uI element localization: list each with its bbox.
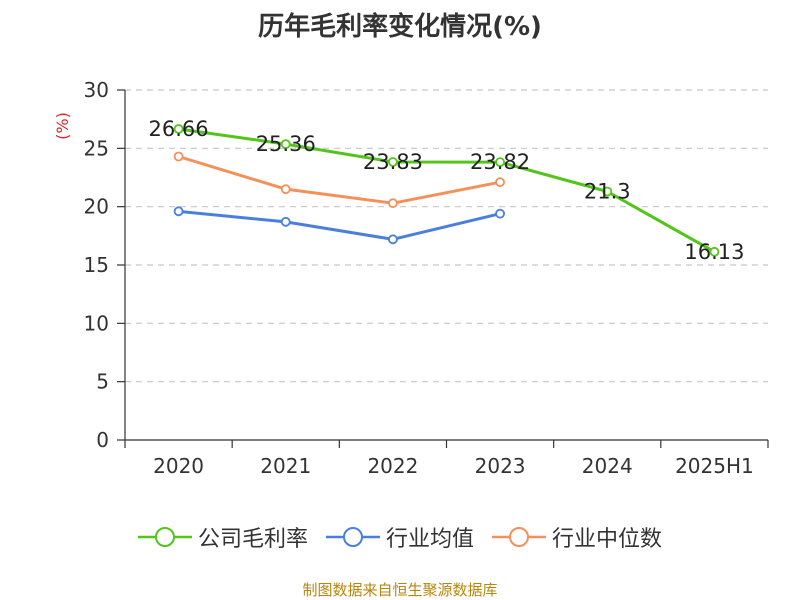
data-point (280, 139, 291, 150)
x-tick-label: 2024 (582, 454, 633, 478)
legend-swatch-icon (492, 527, 546, 547)
legend-item-industry-mean[interactable]: 行业均值 (325, 521, 474, 553)
data-label: 16.13 (684, 240, 744, 264)
source-note: 制图数据来自恒生聚源数据库 (302, 581, 498, 599)
data-label: 25.36 (256, 132, 316, 156)
x-tick-label: 2021 (260, 454, 311, 478)
data-label: 21.3 (584, 180, 631, 204)
data-point (495, 157, 505, 168)
data-label: 26.66 (149, 117, 209, 141)
data-point (173, 151, 184, 162)
y-tick-label: 20 (84, 195, 109, 219)
x-tick-label: 2025H1 (675, 454, 754, 478)
data-point (173, 124, 184, 134)
legend-label: 行业中位数 (552, 527, 663, 552)
chart-legend: 公司毛利率 行业均值 行业中位数 (0, 520, 800, 554)
y-tick-label: 25 (84, 136, 109, 160)
series-line (178, 209, 501, 241)
y-tick-label: 5 (96, 370, 109, 394)
data-point (709, 246, 720, 257)
legend-label: 公司毛利率 (197, 527, 308, 552)
y-tick-label: 15 (84, 253, 109, 277)
data-label: 23.82 (470, 150, 530, 174)
y-tick-label: 30 (84, 78, 109, 102)
data-label: 23.83 (363, 150, 423, 174)
chart-title: 历年毛利率变化情况(%) (258, 12, 542, 42)
data-point (280, 216, 291, 227)
y-tick-label: 10 (84, 311, 109, 335)
x-tick-label: 2023 (475, 454, 526, 478)
series-line (178, 127, 716, 254)
legend-swatch-icon (137, 527, 192, 547)
data-point (280, 184, 291, 195)
legend-swatch-icon (325, 527, 380, 547)
data-point (495, 208, 505, 219)
data-point (388, 198, 398, 209)
legend-item-industry-median[interactable]: 行业中位数 (492, 521, 662, 553)
data-point (173, 206, 184, 217)
data-point (388, 234, 398, 245)
y-axis-label: (%) (53, 112, 72, 140)
y-tick-label: 0 (96, 428, 109, 452)
series-line (178, 155, 501, 205)
x-tick-label: 2022 (367, 454, 418, 478)
x-tick-label: 2020 (153, 454, 204, 478)
legend-item-company-margin[interactable]: 公司毛利率 (137, 521, 308, 553)
data-point (388, 157, 398, 167)
legend-label: 行业均值 (385, 527, 474, 552)
data-point (495, 177, 505, 188)
data-point (602, 186, 613, 197)
